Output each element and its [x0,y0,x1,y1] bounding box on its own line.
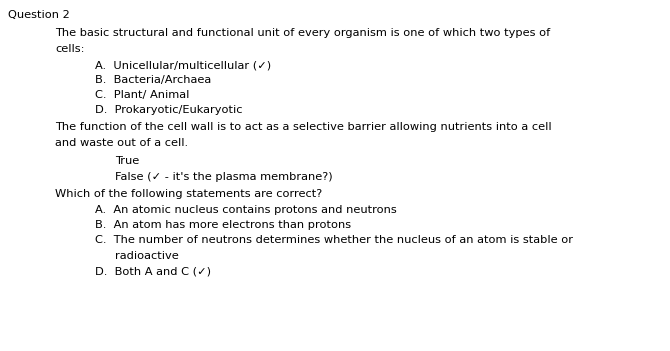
Text: and waste out of a cell.: and waste out of a cell. [55,138,188,148]
Text: C.  Plant/ Animal: C. Plant/ Animal [95,90,190,100]
Text: The basic structural and functional unit of every organism is one of which two t: The basic structural and functional unit… [55,28,550,38]
Text: True: True [115,156,139,166]
Text: B.  An atom has more electrons than protons: B. An atom has more electrons than proto… [95,220,351,230]
Text: C.  The number of neutrons determines whether the nucleus of an atom is stable o: C. The number of neutrons determines whe… [95,235,573,245]
Text: B.  Bacteria/Archaea: B. Bacteria/Archaea [95,75,211,85]
Text: cells:: cells: [55,44,84,54]
Text: The function of the cell wall is to act as a selective barrier allowing nutrient: The function of the cell wall is to act … [55,122,551,132]
Text: Question 2: Question 2 [8,10,70,20]
Text: False (✓ - it's the plasma membrane?): False (✓ - it's the plasma membrane?) [115,172,332,182]
Text: A.  An atomic nucleus contains protons and neutrons: A. An atomic nucleus contains protons an… [95,205,397,215]
Text: A.  Unicellular/multicellular (✓): A. Unicellular/multicellular (✓) [95,60,271,70]
Text: D.  Prokaryotic/Eukaryotic: D. Prokaryotic/Eukaryotic [95,105,243,115]
Text: Which of the following statements are correct?: Which of the following statements are co… [55,189,322,199]
Text: D.  Both A and C (✓): D. Both A and C (✓) [95,267,211,277]
Text: radioactive: radioactive [115,251,179,261]
